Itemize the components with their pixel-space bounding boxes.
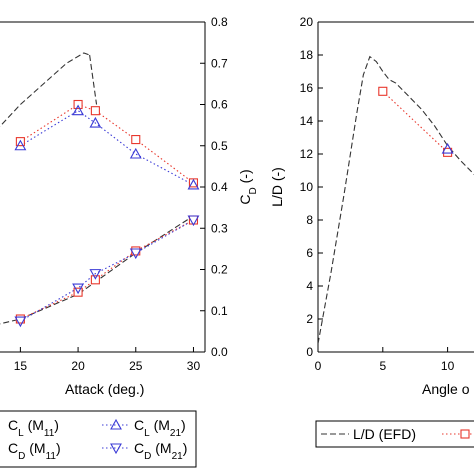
left-series-line — [0, 215, 194, 325]
right-x-axis-label: Angle o — [422, 381, 470, 397]
right-x-tick-label: 0 — [315, 359, 322, 373]
left-y-tick-label: 0.1 — [211, 304, 228, 318]
left-x-tick-label: 25 — [129, 359, 143, 373]
left-series-line — [20, 103, 194, 184]
left-data-point — [89, 116, 102, 128]
left-legend-label: CD (M11) — [8, 440, 61, 462]
left-series-line — [20, 110, 194, 186]
right-x-tick-label: 10 — [441, 359, 455, 373]
right-data-point — [441, 142, 454, 154]
right-data-point — [378, 86, 388, 96]
left-data-point — [89, 269, 102, 280]
right-y-tick-label: 16 — [300, 81, 314, 95]
left-series-line — [20, 219, 194, 320]
left-y-tick-label: 0.7 — [211, 56, 228, 70]
right-y-tick-label: 20 — [300, 15, 314, 29]
left-legend-marker — [110, 443, 122, 455]
left-data-point — [129, 147, 142, 159]
left-y-tick-label: 0.8 — [211, 15, 228, 29]
left-data-point — [72, 104, 85, 116]
left-data-point — [90, 275, 100, 285]
right-y-tick-label: 14 — [300, 114, 314, 128]
left-data-point — [129, 248, 142, 260]
left-data-point — [73, 99, 83, 110]
left-x-tick-label: 30 — [187, 359, 201, 373]
right-y-axis-label: L/D (-) — [269, 167, 285, 207]
left-series-line — [20, 219, 194, 322]
right-series-line — [382, 90, 448, 153]
right-y-tick-label: 8 — [306, 213, 313, 227]
left-data-point — [131, 135, 141, 145]
left-legend-label: CL (M11) — [8, 417, 59, 439]
right-y-tick-label: 12 — [300, 147, 314, 161]
left-legend-marker — [110, 418, 122, 430]
left-data-point — [72, 283, 85, 295]
left-data-point — [14, 316, 27, 328]
left-y-tick-label: 0.5 — [211, 139, 228, 153]
right-y-tick-label: 18 — [300, 48, 314, 62]
left-y-tick-label: 0.6 — [211, 98, 228, 112]
right-y-tick-label: 0 — [306, 345, 313, 359]
left-y-tick-label: 0.2 — [211, 263, 228, 277]
left-x-tick-label: 15 — [14, 359, 28, 373]
left-data-point — [187, 215, 200, 227]
left-legend-label: CL (M21) — [134, 417, 186, 439]
left-x-tick-label: 20 — [71, 359, 85, 373]
right-y-tick-label: 10 — [300, 180, 314, 194]
left-data-point — [90, 106, 100, 116]
left-y-axis-label: CD (-) — [237, 169, 259, 204]
left-data-point — [14, 139, 27, 151]
right-series-line — [318, 55, 474, 344]
left-y-tick-label: 0.0 — [211, 345, 228, 359]
right-y-tick-label: 6 — [306, 246, 313, 260]
left-y-tick-label: 0.3 — [211, 221, 228, 235]
left-series-line — [0, 52, 90, 128]
right-y-tick-label: 2 — [306, 312, 313, 326]
right-x-tick-label: 5 — [379, 359, 386, 373]
left-x-axis-label: Attack (deg.) — [65, 381, 144, 397]
left-series-line — [89, 54, 98, 105]
left-y-tick-label: 0.4 — [211, 180, 228, 194]
right-legend-label: L/D (EFD) — [353, 426, 416, 442]
right-y-tick-label: 4 — [306, 279, 313, 293]
left-legend-label: CD (M21) — [134, 440, 187, 462]
right-legend-marker — [460, 429, 470, 439]
left-plot-area — [0, 52, 194, 325]
left-data-point — [187, 178, 200, 190]
right-plot-area — [318, 55, 474, 344]
left-legend-box — [0, 410, 197, 468]
